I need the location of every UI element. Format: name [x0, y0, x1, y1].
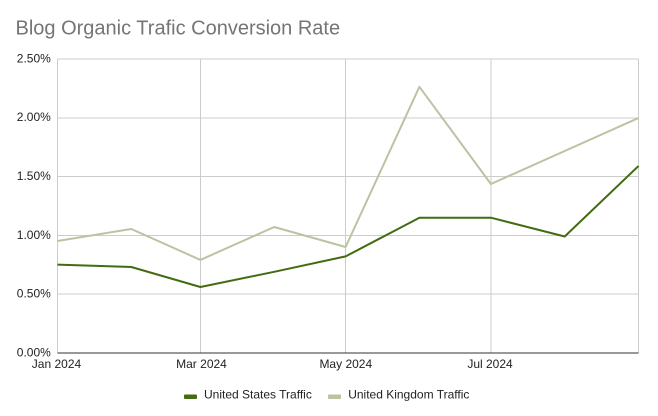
svg-text:0.50%: 0.50%: [17, 287, 51, 301]
svg-text:2.50%: 2.50%: [17, 51, 51, 65]
svg-text:May 2024: May 2024: [319, 357, 372, 371]
svg-text:United Kingdom Traffic: United Kingdom Traffic: [348, 387, 469, 401]
svg-text:Jan 2024: Jan 2024: [32, 357, 82, 371]
svg-text:Jul 2024: Jul 2024: [467, 357, 513, 371]
svg-text:Blog Organic Trafic Conversion: Blog Organic Trafic Conversion Rate: [16, 18, 341, 40]
svg-text:1.00%: 1.00%: [17, 228, 51, 242]
svg-text:2.00%: 2.00%: [17, 110, 51, 124]
svg-text:0.00%: 0.00%: [17, 345, 51, 359]
svg-text:1.50%: 1.50%: [17, 169, 51, 183]
svg-text:United States Traffic: United States Traffic: [204, 387, 312, 401]
svg-text:Mar 2024: Mar 2024: [176, 357, 227, 371]
